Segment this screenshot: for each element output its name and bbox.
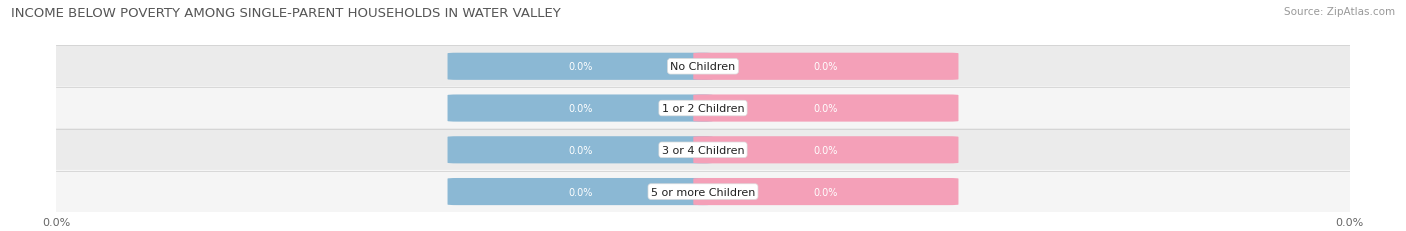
Text: 0.0%: 0.0%: [568, 103, 592, 114]
Text: 3 or 4 Children: 3 or 4 Children: [662, 145, 744, 155]
Text: No Children: No Children: [671, 62, 735, 72]
Text: Source: ZipAtlas.com: Source: ZipAtlas.com: [1284, 7, 1395, 17]
FancyBboxPatch shape: [44, 87, 1362, 130]
FancyBboxPatch shape: [693, 178, 959, 205]
Text: 0.0%: 0.0%: [568, 62, 592, 72]
Text: INCOME BELOW POVERTY AMONG SINGLE-PARENT HOUSEHOLDS IN WATER VALLEY: INCOME BELOW POVERTY AMONG SINGLE-PARENT…: [11, 7, 561, 20]
FancyBboxPatch shape: [447, 178, 713, 205]
FancyBboxPatch shape: [447, 54, 713, 81]
Text: 0.0%: 0.0%: [814, 187, 838, 197]
FancyBboxPatch shape: [447, 137, 713, 164]
FancyBboxPatch shape: [447, 95, 713, 122]
Text: 0.0%: 0.0%: [568, 145, 592, 155]
FancyBboxPatch shape: [693, 54, 959, 81]
Text: 5 or more Children: 5 or more Children: [651, 187, 755, 197]
Text: 0.0%: 0.0%: [814, 145, 838, 155]
FancyBboxPatch shape: [44, 128, 1362, 172]
FancyBboxPatch shape: [44, 45, 1362, 89]
Text: 0.0%: 0.0%: [568, 187, 592, 197]
FancyBboxPatch shape: [693, 95, 959, 122]
FancyBboxPatch shape: [693, 137, 959, 164]
Text: 1 or 2 Children: 1 or 2 Children: [662, 103, 744, 114]
Text: 0.0%: 0.0%: [814, 62, 838, 72]
FancyBboxPatch shape: [44, 170, 1362, 213]
Text: 0.0%: 0.0%: [814, 103, 838, 114]
